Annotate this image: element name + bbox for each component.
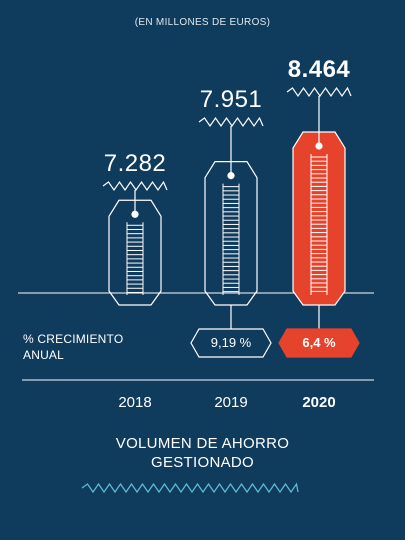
chart-title: VOLUMEN DE AHORRO GESTIONADO <box>0 434 405 472</box>
footer-wave <box>81 482 299 494</box>
wave-2018 <box>102 180 168 192</box>
year-label-2019: 2019 <box>214 394 248 411</box>
growth-label: % CRECIMIENTO ANUAL <box>23 331 123 363</box>
year-label-2018: 2018 <box>118 394 152 411</box>
chart-title-line1: VOLUMEN DE AHORRO <box>115 435 290 452</box>
growth-value-2020: 6,4 % <box>302 335 336 350</box>
bar-2020 <box>292 131 346 306</box>
growth-label-line1: % CRECIMIENTO <box>23 332 124 346</box>
value-label-2018: 7.282 <box>103 150 167 177</box>
wave-2019 <box>198 116 264 128</box>
value-label-2019: 7.951 <box>199 86 263 113</box>
wave-2020 <box>286 86 352 98</box>
value-label-2020: 8.464 <box>287 56 351 83</box>
chart-title-line2: GESTIONADO <box>150 454 254 471</box>
growth-pill-2019 <box>190 328 272 358</box>
bar-2019 <box>204 161 258 306</box>
growth-label-line2: ANUAL <box>23 348 65 362</box>
unit-note: (EN MILLONES DE EUROS) <box>134 17 271 28</box>
growth-value-2019: 9,19 % <box>210 335 252 350</box>
bar-2018 <box>108 199 162 306</box>
year-label-2020: 2020 <box>302 394 336 411</box>
growth-pill-2020 <box>278 328 360 358</box>
